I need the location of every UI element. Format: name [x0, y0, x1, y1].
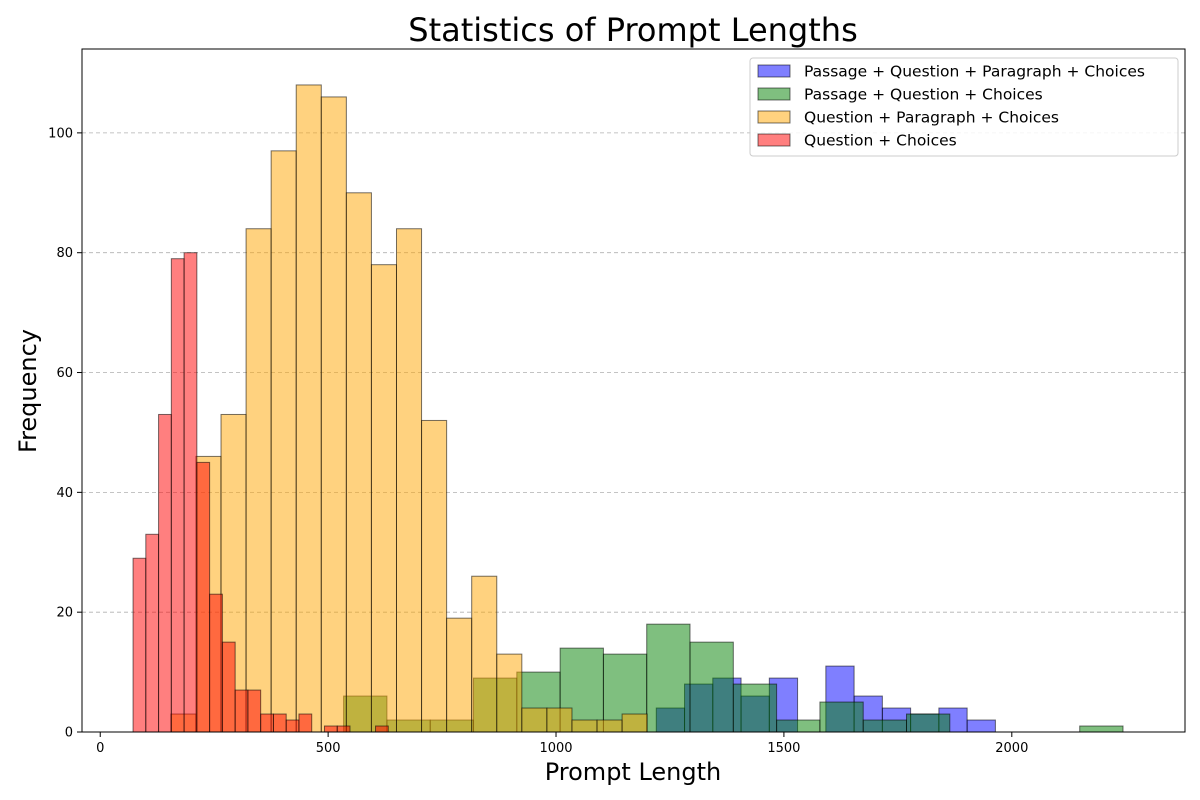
histogram-bar [1079, 725, 1124, 733]
histogram-bar [446, 617, 473, 733]
histogram-bar [646, 623, 691, 733]
histogram-bar [345, 192, 372, 733]
x-tick-label: 500 [316, 741, 341, 756]
legend-label: Passage + Question + Choices [804, 86, 1043, 104]
histogram-bar [270, 150, 297, 733]
histogram-bar [145, 533, 160, 733]
legend-item: Question + Paragraph + Choices [757, 109, 1059, 127]
histogram-bar [906, 713, 951, 733]
series-2 [170, 84, 648, 733]
legend-box [749, 57, 1179, 157]
histogram-bar [260, 713, 274, 733]
y-tick-label: 40 [56, 486, 73, 501]
histogram-bar [247, 689, 262, 733]
y-tick-label: 0 [65, 726, 73, 741]
histogram-bar [209, 593, 223, 733]
legend-item: Question + Choices [757, 132, 957, 150]
histogram-bar [183, 252, 198, 733]
histogram-bar [245, 228, 272, 733]
histogram-bar [295, 84, 322, 733]
histogram-bar [272, 713, 287, 733]
histogram-bar [234, 689, 249, 733]
plot-frame [81, 48, 1186, 733]
histogram-bar [336, 725, 351, 733]
histogram-bar [689, 641, 734, 733]
histogram-bar [621, 713, 648, 733]
y-tick-label: 100 [48, 126, 73, 141]
bars [132, 84, 1124, 733]
x-tick-label: 0 [96, 741, 104, 756]
histogram-bar [221, 641, 236, 733]
histogram-bar [596, 719, 623, 733]
legend-item: Passage + Question + Paragraph + Choices [757, 63, 1145, 81]
y-tick-label: 20 [56, 606, 73, 621]
histogram-bar [395, 228, 423, 733]
histogram-bar [546, 707, 573, 733]
legend-label: Passage + Question + Paragraph + Choices [804, 63, 1145, 81]
y-tick-label: 60 [56, 366, 73, 381]
y-tick-label: 80 [56, 246, 73, 261]
legend-label: Question + Paragraph + Choices [804, 109, 1059, 127]
histogram-bar [375, 725, 389, 733]
histogram-bar [285, 719, 300, 733]
histogram-bar [471, 575, 498, 733]
legend: Passage + Question + Paragraph + Choices… [749, 57, 1179, 157]
histogram-bar [732, 683, 778, 733]
histogram-bar [320, 96, 347, 733]
histogram-bar [819, 701, 864, 733]
legend-label: Question + Choices [804, 132, 957, 150]
histogram-bar [196, 461, 211, 733]
legend-swatch [757, 110, 791, 124]
histogram-bar [421, 419, 448, 733]
histogram-bar [323, 725, 338, 733]
chart-title: Statistics of Prompt Lengths [408, 11, 857, 49]
legend-swatch [757, 87, 791, 101]
histogram-bar [862, 719, 908, 733]
histogram-bar [370, 264, 397, 733]
x-tick-label: 1000 [539, 741, 572, 756]
legend-swatch [757, 133, 791, 147]
x-axis-ticks: 0 500 1000 1500 2000 [96, 732, 1028, 756]
histogram-bar [966, 719, 996, 733]
histogram-bar [132, 557, 147, 733]
histogram-bar [298, 713, 313, 733]
x-axis-label: Prompt Length [545, 758, 722, 786]
histogram-bar [158, 413, 172, 733]
y-axis-ticks: 0 20 40 60 80 100 [48, 126, 82, 741]
histogram-bar [496, 653, 523, 733]
x-tick-label: 1500 [767, 741, 800, 756]
histogram-bar [776, 719, 821, 733]
y-axis-label: Frequency [14, 329, 42, 453]
legend-item: Passage + Question + Choices [757, 86, 1043, 104]
x-tick-label: 2000 [995, 741, 1028, 756]
histogram-bar [170, 258, 185, 733]
histogram-bar [571, 719, 598, 733]
histogram-bar [521, 707, 548, 733]
legend-swatch [757, 64, 791, 78]
